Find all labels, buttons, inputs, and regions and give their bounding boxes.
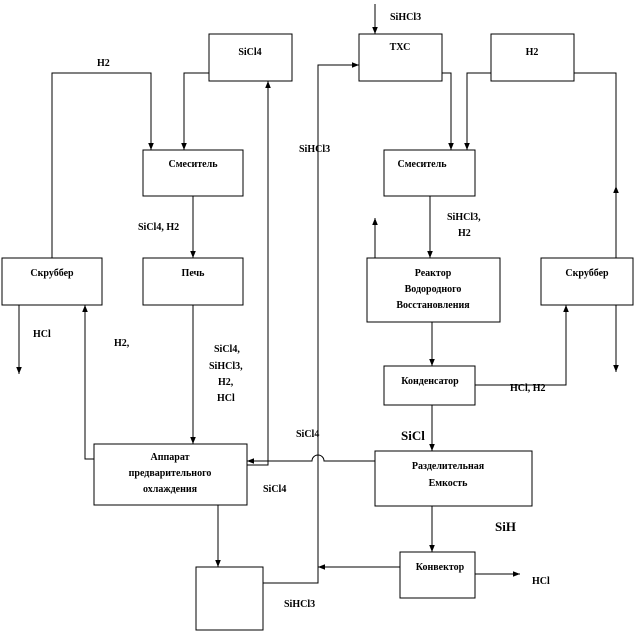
label-furnace-out-3: H2,: [218, 377, 234, 388]
reactor: Реактор Водородного Восстановления: [366, 257, 501, 323]
furnace-label: Печь: [182, 268, 206, 279]
connectors: [16, 4, 619, 584]
sicl4-return-line: [247, 81, 271, 466]
label-h2-return: H2,: [114, 338, 130, 349]
sicl4-tank-label: SiCl4: [238, 47, 261, 58]
label-sicl4-h2: SiCl4, H2: [138, 222, 179, 233]
mixer-left-label: Смеситель: [168, 159, 218, 170]
h2-recycle-line: [51, 72, 154, 258]
bottom-tank: [195, 566, 264, 631]
label-sihcl3-vertical: SiHCl3: [299, 144, 330, 155]
precooler-label-3: охлаждения: [143, 484, 198, 495]
label-hcl-left: HCl: [33, 329, 51, 340]
separator-label-2: Емкость: [429, 478, 468, 489]
label-hcl-out: HCl: [532, 576, 550, 587]
reactor-label-1: Реактор: [415, 268, 452, 279]
label-h2-top: H2: [97, 58, 110, 69]
tcs-tank: ТХС: [358, 33, 443, 82]
h2-tank-label: H2: [526, 47, 539, 58]
label-sicl4-return: SiCl4: [263, 484, 286, 495]
reactor-label-2: Водородного: [405, 284, 462, 295]
label-furnace-out-2: SiHCl3,: [209, 361, 243, 372]
precooler: Аппарат предварительного охлаждения: [93, 443, 248, 506]
h2-scrubber-line: [574, 72, 617, 258]
scrubber-left: Скруббер: [1, 257, 103, 306]
precooler-label-2: предварительного: [129, 468, 212, 479]
label-sihcl3-bottom: SiHCl3: [284, 599, 315, 610]
condenser: Конденсатор: [383, 365, 476, 406]
label-h2-right: H2: [458, 228, 471, 239]
convector: Конвектор: [399, 551, 476, 599]
label-furnace-out-1: SiCl4,: [214, 344, 240, 355]
scrubber-right-label: Скруббер: [565, 268, 609, 279]
mixer-left: Смеситель: [142, 149, 244, 197]
separator: Разделительная Емкость: [374, 450, 533, 507]
sicl4-tank: SiCl4: [208, 33, 293, 82]
separator-label-1: Разделительная: [412, 461, 485, 472]
tcs-to-mixer-line: [442, 72, 454, 150]
label-sicl: SiCl: [401, 428, 425, 443]
label-sih: SiH: [495, 519, 516, 534]
condenser-label: Конденсатор: [401, 376, 459, 387]
reactor-label-3: Восстановления: [396, 300, 470, 311]
label-sihcl3: SiHCl3,: [447, 212, 481, 223]
h2-to-scrubber-line: [82, 305, 94, 460]
label-tcs-in: SiHCl3: [390, 12, 421, 23]
label-furnace-out-4: HCl: [217, 393, 235, 404]
mixer-right: Смеситель: [383, 149, 476, 197]
sicl4-to-mixer-line: [181, 72, 209, 150]
label-sicl4-mid: SiCl4: [296, 429, 319, 440]
tcs-tank-label: ТХС: [390, 42, 411, 53]
scrubber-left-label: Скруббер: [30, 268, 74, 279]
furnace: Печь: [142, 257, 244, 306]
scrubber-right: Скруббер: [540, 257, 634, 306]
mixer-right-label: Смеситель: [397, 159, 447, 170]
separator-to-precooler-line: [247, 454, 375, 464]
h2-tank: H2: [490, 33, 575, 82]
precooler-label-1: Аппарат: [151, 452, 190, 463]
convector-label: Конвектор: [416, 562, 465, 573]
sihcl3-to-tcs-line: [263, 62, 359, 584]
h2-to-mixer-line: [464, 72, 491, 150]
condenser-to-scrubber-line: [475, 305, 569, 386]
label-hcl-h2: HCl, H2: [510, 383, 546, 394]
